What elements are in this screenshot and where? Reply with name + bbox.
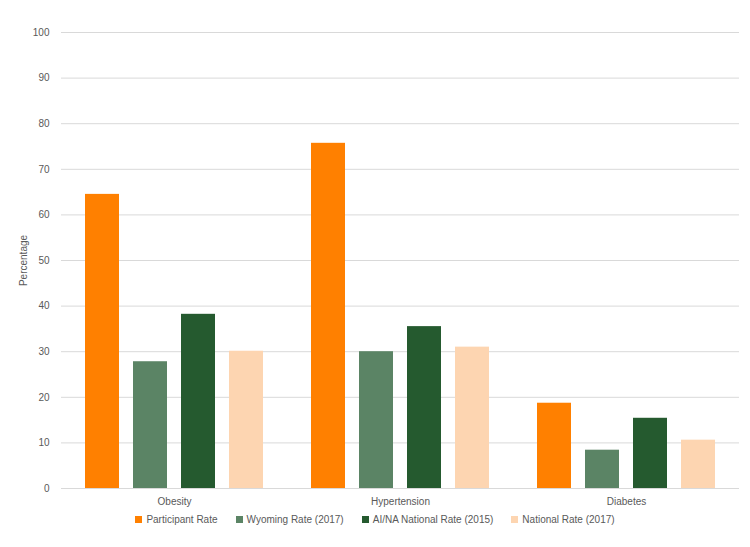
html-text:Participant Rate: Participant Rate xyxy=(146,514,218,525)
svg-text:Hypertension: Hypertension xyxy=(371,496,430,507)
html-text:National Rate (2017): National Rate (2017) xyxy=(522,514,615,525)
svg-text:80: 80 xyxy=(38,118,50,129)
svg-text:10: 10 xyxy=(38,437,50,448)
svg-text:Percentage: Percentage xyxy=(18,234,29,286)
svg-text:70: 70 xyxy=(38,164,50,175)
svg-text:100: 100 xyxy=(33,27,50,38)
svg-text:60: 60 xyxy=(38,209,50,220)
svg-text:0: 0 xyxy=(44,483,50,494)
html-text:AI/NA National Rate (2015): AI/NA National Rate (2015) xyxy=(372,514,494,525)
svg-text:Obesity: Obesity xyxy=(158,496,192,507)
svg-text:20: 20 xyxy=(38,392,50,403)
html-text:Wyoming Rate (2017): Wyoming Rate (2017) xyxy=(246,514,344,525)
svg-text:Diabetes: Diabetes xyxy=(607,496,646,507)
svg-text:30: 30 xyxy=(38,346,50,357)
svg-text:50: 50 xyxy=(38,255,50,266)
svg-text:40: 40 xyxy=(38,300,50,311)
svg-text:90: 90 xyxy=(38,72,50,83)
